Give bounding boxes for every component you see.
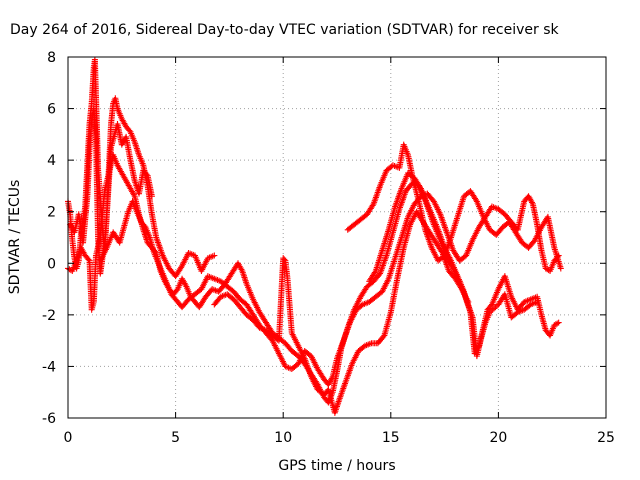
data-points [65,56,564,416]
y-tick-label: -4 [42,359,56,375]
data-point [143,171,150,178]
chart-title: Day 264 of 2016, Sidereal Day-to-day VTE… [10,22,560,38]
data-point [148,193,155,200]
x-tick-label: 20 [489,430,507,446]
data-point [141,222,148,229]
series-trace [97,190,562,388]
plot-frame [67,56,607,419]
y-tick-label: -6 [42,411,56,427]
x-tick-label: 5 [171,430,180,446]
data-point [491,305,498,312]
y-axis-title: SDTVAR / TECUs [7,180,23,295]
data-point [85,256,92,263]
data-point [126,127,133,134]
data-point [380,333,387,340]
data-point [557,265,564,272]
x-tick-label: 0 [64,430,73,446]
data-point [554,320,561,327]
data-point [173,287,180,294]
y-tick-label: 6 [47,102,56,118]
data-point [211,252,218,259]
axis-ticks: 0 5 10 15 20 25 -6 -4 -2 0 2 4 6 8 [42,50,615,446]
data-point [492,304,499,311]
y-tick-label: 2 [47,205,56,221]
x-tick-label: 10 [274,430,292,446]
x-tick-label: 25 [597,430,615,446]
data-point [281,256,288,263]
y-tick-label: 0 [47,256,56,272]
data-point [487,302,494,309]
series-trace [344,141,564,272]
series-trace [67,105,155,277]
series-trace [366,170,541,360]
x-axis-title: GPS time / hours [278,458,395,474]
y-tick-label: 4 [47,153,56,169]
y-tick-label: 8 [47,50,56,66]
data-point [486,309,493,316]
data-point [534,298,541,305]
data-point [488,307,495,314]
data-point [489,306,496,313]
data-point [555,319,562,326]
y-tick-label: -2 [42,308,56,324]
x-tick-label: 15 [382,430,400,446]
